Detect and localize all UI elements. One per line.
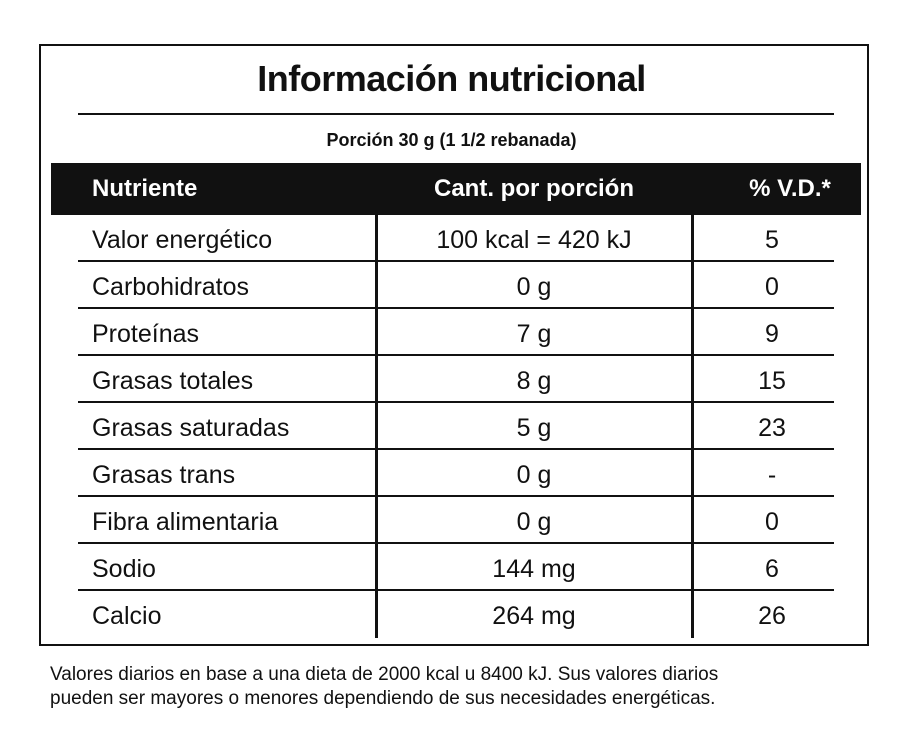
table-row: Carbohidratos 0 g 0 <box>78 262 834 309</box>
nutrient-daily-value: 26 <box>758 602 786 630</box>
header-nutrient: Nutriente <box>92 175 198 202</box>
column-divider-amount <box>375 215 378 638</box>
nutrient-daily-value: 15 <box>758 367 786 395</box>
nutrient-name: Proteínas <box>92 320 200 348</box>
nutrient-name: Grasas totales <box>92 367 254 395</box>
nutrient-daily-value: 0 <box>765 273 779 301</box>
header-daily-value: % V.D.* <box>749 175 831 202</box>
nutrient-daily-value: 23 <box>758 414 786 442</box>
table-row: Proteínas 7 g 9 <box>78 309 834 356</box>
title-divider <box>78 113 834 115</box>
nutrient-amount: 144 mg <box>492 555 576 583</box>
nutrient-amount: 264 mg <box>492 602 576 630</box>
column-divider-daily-value <box>691 215 694 638</box>
nutrient-daily-value: 6 <box>765 555 779 583</box>
table-row: Valor energético 100 kcal = 420 kJ 5 <box>78 215 834 262</box>
nutrient-name: Calcio <box>92 602 162 630</box>
nutrient-daily-value: 5 <box>765 226 779 254</box>
nutrient-name: Grasas saturadas <box>92 414 290 442</box>
table-row: Grasas saturadas 5 g 23 <box>78 403 834 450</box>
header-amount: Cant. por porción <box>434 175 634 202</box>
table-row: Grasas totales 8 g 15 <box>78 356 834 403</box>
table-row: Grasas trans 0 g - <box>78 450 834 497</box>
nutrient-amount: 7 g <box>516 320 552 348</box>
nutrient-name: Sodio <box>92 555 156 583</box>
table-header: Nutriente Cant. por porción % V.D.* <box>51 163 861 215</box>
nutrient-amount: 0 g <box>516 508 552 536</box>
nutrition-label-border <box>39 44 869 646</box>
nutrient-daily-value: 9 <box>765 320 779 348</box>
table-row: Fibra alimentaria 0 g 0 <box>78 497 834 544</box>
nutrient-name: Grasas trans <box>92 461 236 489</box>
nutrient-table: Valor energético 100 kcal = 420 kJ 5 Car… <box>78 215 834 638</box>
portion-size: Porción 30 g (1 1/2 rebanada) <box>326 130 577 150</box>
nutrient-amount: 100 kcal = 420 kJ <box>436 226 632 254</box>
nutrient-amount: 0 g <box>516 461 552 489</box>
table-row: Calcio 264 mg 26 <box>78 591 834 638</box>
nutrient-name: Valor energético <box>92 226 273 254</box>
nutrient-daily-value: - <box>767 461 777 489</box>
footnote-line: Valores diarios en base a una dieta de 2… <box>50 664 719 685</box>
nutrient-daily-value: 0 <box>765 508 779 536</box>
nutrient-amount: 5 g <box>516 414 552 442</box>
label-title: Información nutricional <box>257 58 646 99</box>
nutrient-name: Carbohidratos <box>92 273 250 301</box>
nutrient-name: Fibra alimentaria <box>92 508 279 536</box>
nutrient-amount: 8 g <box>516 367 552 395</box>
table-row: Sodio 144 mg 6 <box>78 544 834 591</box>
footnote-line: pueden ser mayores o menores dependiendo… <box>50 688 716 709</box>
nutrient-amount: 0 g <box>516 273 552 301</box>
daily-value-footnote: Valores diarios en base a una dieta de 2… <box>50 663 890 711</box>
